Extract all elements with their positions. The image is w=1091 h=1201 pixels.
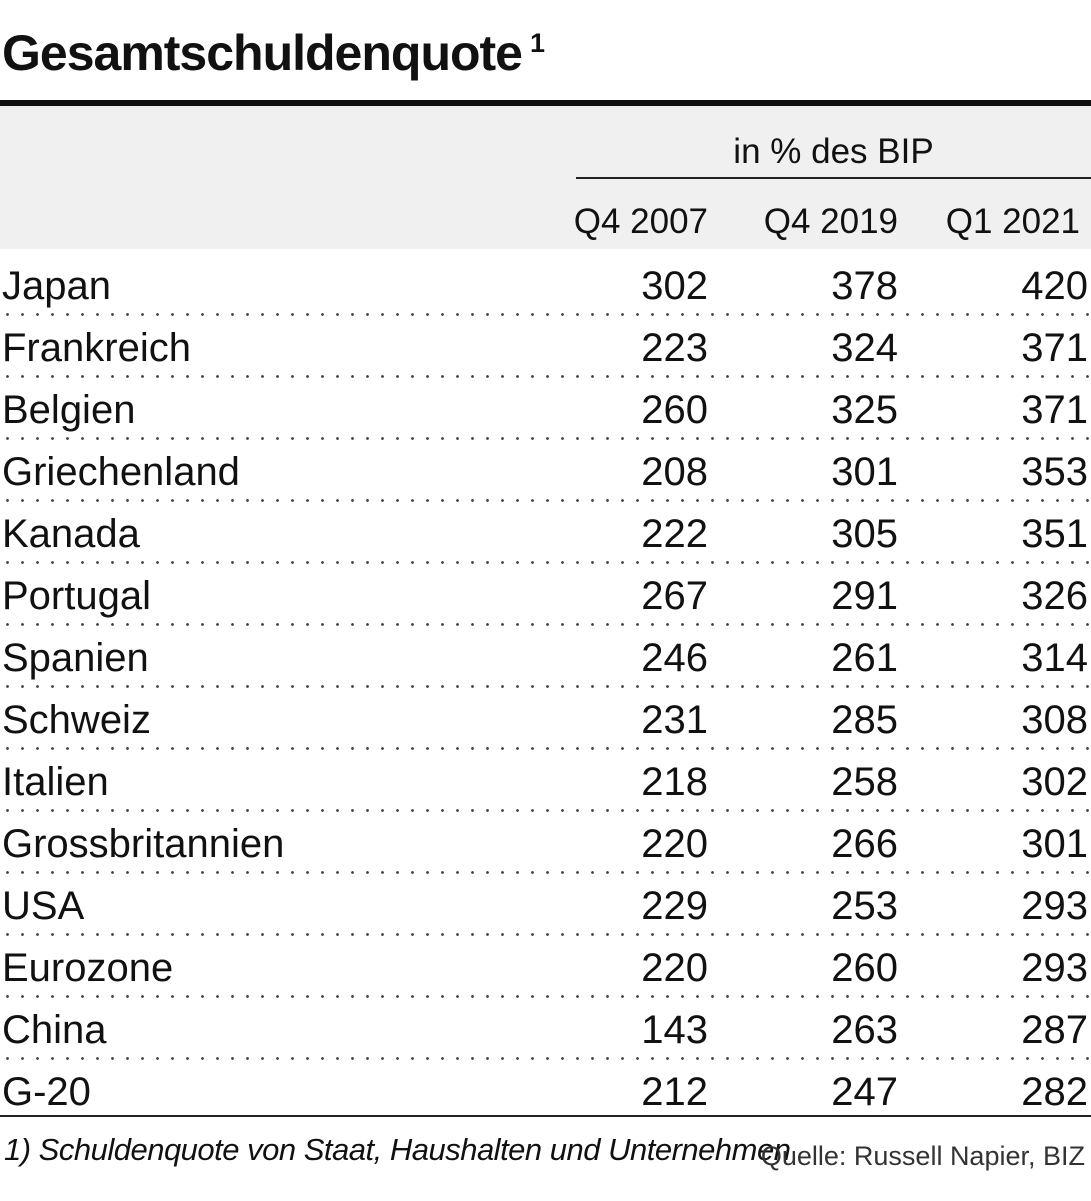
source-note: Quelle: Russell Napier, BIZ: [760, 1141, 1085, 1171]
value-cell: 263: [831, 1008, 898, 1052]
value-cell: 378: [831, 264, 898, 308]
value-cell: 353: [1021, 450, 1088, 494]
table-row: Spanien 246 261 314: [0, 627, 1091, 689]
country-label: Belgien: [2, 388, 136, 432]
value-cell: 287: [1021, 1008, 1088, 1052]
value-cell: 247: [831, 1070, 898, 1114]
table-body: Japan 302 378 420 Frankreich 223 324 371 Belgien…: [0, 255, 1091, 1123]
table-row: Grossbritannien 220 266 301: [0, 813, 1091, 875]
value-cell: 325: [831, 388, 898, 432]
value-cell: 371: [1021, 388, 1088, 432]
value-cell: 314: [1021, 636, 1088, 680]
value-cell: 218: [641, 760, 708, 804]
table-row: USA 229 253 293: [0, 875, 1091, 937]
table-row: China 143 263 287: [0, 999, 1091, 1061]
country-label: Japan: [2, 264, 111, 308]
value-cell: 246: [641, 636, 708, 680]
value-cell: 253: [831, 884, 898, 928]
value-cell: 266: [831, 822, 898, 866]
dotted-separator: [0, 871, 1091, 874]
value-cell: 222: [641, 512, 708, 556]
value-cell: 208: [641, 450, 708, 494]
value-cell: 301: [831, 450, 898, 494]
country-label: Portugal: [2, 574, 151, 618]
table-row: Frankreich 223 324 371: [0, 317, 1091, 379]
footnote: 1) Schuldenquote von Staat, Haushalten u…: [4, 1132, 791, 1167]
unit-rule: [576, 177, 1091, 179]
dotted-separator: [0, 623, 1091, 626]
dotted-separator: [0, 685, 1091, 688]
value-cell: 282: [1021, 1070, 1088, 1114]
table-row: Kanada 222 305 351: [0, 503, 1091, 565]
value-cell: 212: [641, 1070, 708, 1114]
value-cell: 229: [641, 884, 708, 928]
value-cell: 258: [831, 760, 898, 804]
dotted-separator: [0, 1057, 1091, 1060]
value-cell: 293: [1021, 946, 1088, 990]
value-cell: 223: [641, 326, 708, 370]
value-cell: 308: [1021, 698, 1088, 742]
bottom-rule: [0, 1115, 1091, 1117]
dotted-separator: [0, 933, 1091, 936]
country-label: G-20: [2, 1070, 91, 1114]
country-label: Frankreich: [2, 326, 191, 370]
country-label: USA: [2, 884, 85, 928]
dotted-separator: [0, 375, 1091, 378]
chart-title-text: Gesamtschuldenquote: [2, 25, 523, 81]
value-cell: 260: [641, 388, 708, 432]
dotted-separator: [0, 561, 1091, 564]
value-cell: 302: [1021, 760, 1088, 804]
value-cell: 267: [641, 574, 708, 618]
value-cell: 260: [831, 946, 898, 990]
table-row: Italien 218 258 302: [0, 751, 1091, 813]
value-cell: 220: [641, 946, 708, 990]
top-rule: [0, 100, 1091, 106]
country-label: Schweiz: [2, 698, 151, 742]
value-cell: 231: [641, 698, 708, 742]
value-cell: 302: [641, 264, 708, 308]
title-footnote-marker: 1: [530, 28, 545, 58]
column-header-q1-2021: Q1 2021: [945, 202, 1080, 241]
country-label: Griechenland: [2, 450, 240, 494]
value-cell: 143: [641, 1008, 708, 1052]
table-row: Griechenland 208 301 353: [0, 441, 1091, 503]
value-cell: 371: [1021, 326, 1088, 370]
country-label: Kanada: [2, 512, 140, 556]
value-cell: 420: [1021, 264, 1088, 308]
table-row: Portugal 267 291 326: [0, 565, 1091, 627]
value-cell: 301: [1021, 822, 1088, 866]
table-row: Japan 302 378 420: [0, 255, 1091, 317]
table-row: G-20 212 247 282: [0, 1061, 1091, 1123]
country-label: Italien: [2, 760, 109, 804]
value-cell: 285: [831, 698, 898, 742]
dotted-separator: [0, 499, 1091, 502]
dotted-separator: [0, 437, 1091, 440]
dotted-separator: [0, 995, 1091, 998]
dotted-separator: [0, 747, 1091, 750]
value-cell: 261: [831, 636, 898, 680]
value-cell: 324: [831, 326, 898, 370]
chart-title: Gesamtschuldenquote 1: [2, 18, 545, 88]
dotted-separator: [0, 809, 1091, 812]
table-row: Schweiz 231 285 308: [0, 689, 1091, 751]
column-header-q4-2019: Q4 2019: [763, 202, 898, 241]
value-cell: 351: [1021, 512, 1088, 556]
table-row: Eurozone 220 260 293: [0, 937, 1091, 999]
table-row: Belgien 260 325 371: [0, 379, 1091, 441]
country-label: China: [2, 1008, 107, 1052]
dotted-separator: [0, 313, 1091, 316]
column-header-q4-2007: Q4 2007: [573, 202, 708, 241]
value-cell: 220: [641, 822, 708, 866]
value-cell: 326: [1021, 574, 1088, 618]
value-cell: 305: [831, 512, 898, 556]
country-label: Spanien: [2, 636, 149, 680]
country-label: Eurozone: [2, 946, 174, 990]
value-cell: 293: [1021, 884, 1088, 928]
unit-label: in % des BIP: [733, 132, 934, 171]
value-cell: 291: [831, 574, 898, 618]
country-label: Grossbritannien: [2, 822, 285, 866]
